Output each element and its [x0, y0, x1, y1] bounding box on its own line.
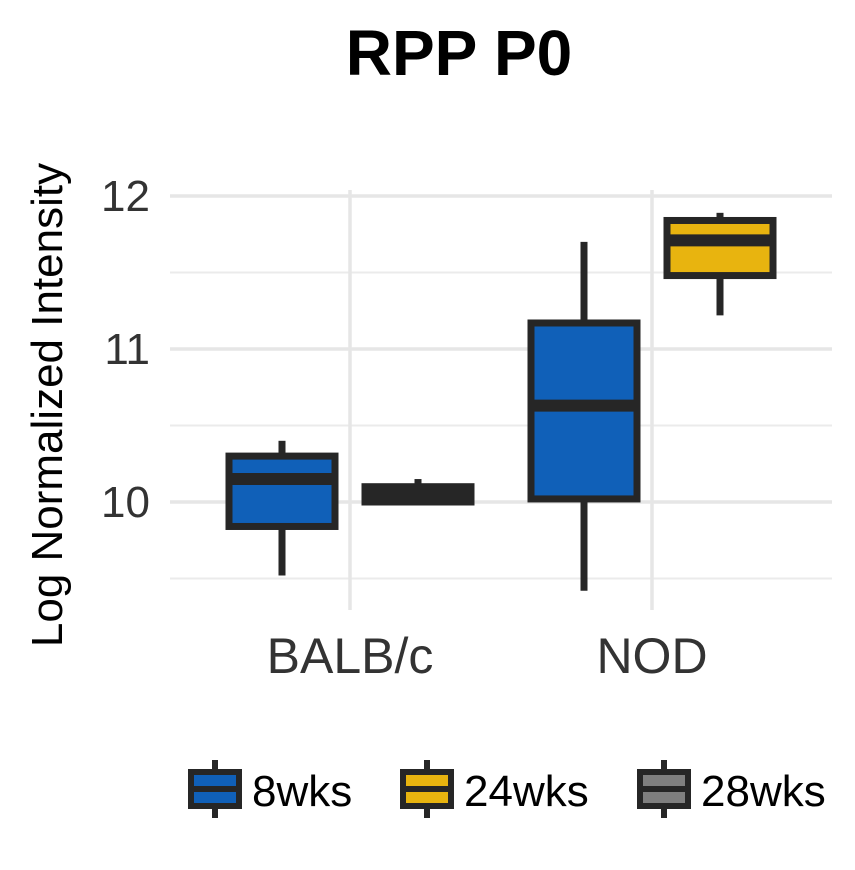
legend-item-28wks: 28wks [637, 760, 826, 818]
legend-item-8wks: 8wks [188, 760, 352, 818]
box-8wks [527, 241, 641, 591]
legend-label: 24wks [464, 767, 589, 816]
legend: 8wks 24wks 28wks [188, 760, 826, 818]
chart-title: RPP P0 [346, 17, 573, 89]
box-body [663, 216, 777, 280]
x-tick-label: NOD [596, 628, 707, 684]
box-body [225, 452, 339, 530]
box-8wks [225, 440, 339, 576]
x-axis-ticks: BALB/c NOD [267, 628, 708, 684]
legend-label: 28wks [701, 767, 826, 816]
y-tick-label: 10 [101, 478, 150, 527]
y-axis-ticks: 10 11 12 [101, 172, 150, 527]
y-axis-title: Log Normalized Intensity [23, 163, 72, 647]
legend-label: 8wks [252, 767, 352, 816]
box-28wks [361, 479, 475, 506]
box-24wks [663, 212, 777, 316]
x-tick-label: BALB/c [267, 628, 434, 684]
y-tick-label: 11 [104, 325, 150, 374]
box-series [225, 212, 777, 591]
legend-item-24wks: 24wks [400, 760, 589, 818]
y-tick-label: 12 [101, 172, 150, 221]
